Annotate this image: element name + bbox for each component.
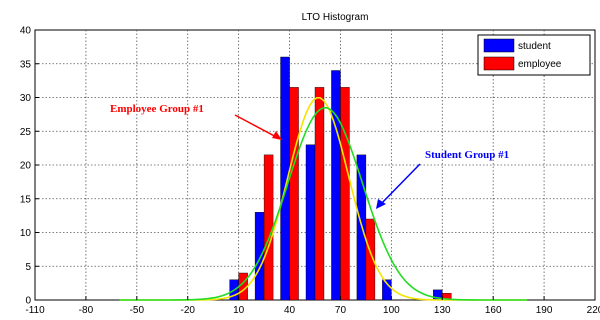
y-tick-label: 40 [20, 26, 32, 37]
y-tick-label: 10 [20, 228, 32, 239]
legend-label-student: student [518, 41, 551, 52]
legend-label-employee: employee [518, 59, 562, 70]
axes: -110 -80 -50 -20 10 40 70 100 130 160 190 220 0 5 10 15… [20, 26, 600, 317]
annotation-student-arrow [377, 163, 421, 208]
bar-employee [314, 87, 325, 301]
bar-employee [289, 87, 299, 301]
annotation-student-arrowhead [376, 199, 386, 209]
annotation-student-group: Student Group #1 [425, 149, 509, 161]
x-tick-label: -20 [181, 305, 196, 316]
y-tick-label: 15 [20, 194, 32, 205]
x-tick-label: 160 [485, 305, 502, 316]
x-tick-label: 100 [383, 305, 400, 316]
bar-student [305, 144, 316, 301]
x-tick-label: 10 [233, 305, 245, 316]
legend: student employee [477, 34, 591, 76]
x-tick-label: 190 [536, 305, 553, 316]
bar-student [254, 212, 265, 301]
x-tick-label: 130 [434, 305, 451, 316]
chart-title: LTO Histogram [302, 12, 369, 23]
bar-student [331, 70, 341, 301]
y-tick-label: 30 [20, 93, 32, 104]
x-tick-label: -50 [130, 305, 145, 316]
legend-swatch-student [483, 38, 515, 53]
y-tick-label: 35 [20, 59, 32, 70]
annotation-employee-arrowhead [272, 131, 282, 140]
x-tick-label: 40 [284, 305, 296, 316]
y-tick-label: 5 [25, 262, 31, 273]
annotations: Employee Group #1 Student Group #1 [110, 103, 509, 209]
bar-employee [263, 154, 274, 301]
annotation-employee-group: Employee Group #1 [110, 103, 204, 115]
x-tick-label: -110 [25, 305, 45, 316]
annotation-employee-arrow [234, 114, 281, 140]
x-tick-label: 220 [587, 305, 600, 316]
x-tick-label: 70 [335, 305, 347, 316]
legend-swatch-employee [483, 56, 515, 71]
bar-student [382, 279, 392, 301]
x-tick-label: -80 [79, 305, 94, 316]
bar-employee [340, 87, 350, 301]
y-tick-label: 25 [20, 127, 32, 138]
y-tick-label: 20 [20, 161, 32, 172]
y-tick-label: 0 [25, 296, 31, 307]
bar-employee [365, 218, 376, 301]
